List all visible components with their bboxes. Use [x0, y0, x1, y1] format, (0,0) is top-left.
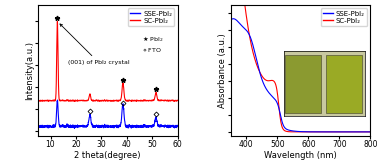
Text: $\diamond$ FTO: $\diamond$ FTO — [142, 46, 162, 54]
Legend: SSE-PbI₂, SC-PbI₂: SSE-PbI₂, SC-PbI₂ — [321, 8, 367, 26]
Y-axis label: Absorbance (a.u.): Absorbance (a.u.) — [217, 33, 226, 108]
Text: $\bigstar$ PbI$_2$: $\bigstar$ PbI$_2$ — [142, 34, 164, 44]
X-axis label: Wavelength (nm): Wavelength (nm) — [264, 151, 337, 160]
Legend: SSE-PbI₂, SC-PbI₂: SSE-PbI₂, SC-PbI₂ — [128, 8, 174, 26]
Text: (001) of PbI₂ crystal: (001) of PbI₂ crystal — [60, 24, 130, 65]
Y-axis label: Intensity(a.u.): Intensity(a.u.) — [25, 41, 34, 100]
X-axis label: 2 theta(degree): 2 theta(degree) — [74, 151, 141, 160]
